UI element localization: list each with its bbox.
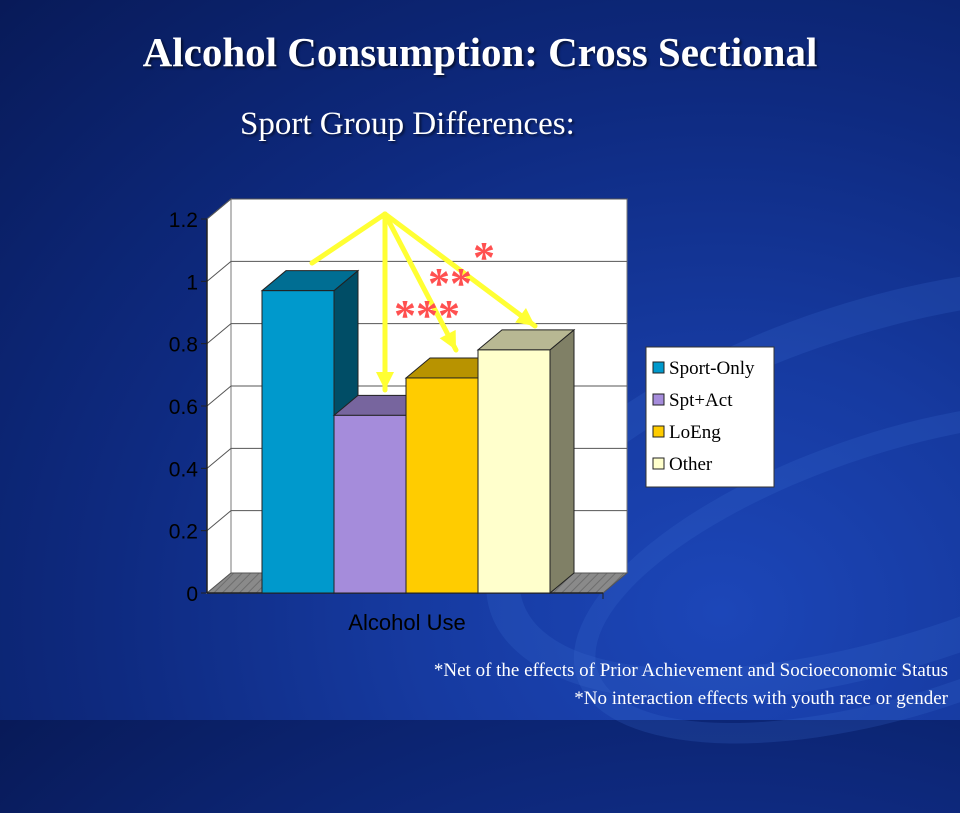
gridline bbox=[206, 198, 627, 220]
bar-front bbox=[333, 414, 407, 594]
comparison-arrows bbox=[309, 211, 538, 393]
bar-sport-only bbox=[260, 269, 360, 595]
gridline bbox=[206, 323, 627, 345]
y-tick-label: 1 bbox=[186, 271, 198, 294]
arrow-head bbox=[439, 329, 456, 350]
bar-other bbox=[476, 328, 576, 595]
arrow-head bbox=[376, 372, 394, 390]
legend-box bbox=[645, 346, 775, 488]
y-tick-label: 0 bbox=[186, 583, 198, 606]
y-tick-label: 0.2 bbox=[169, 521, 198, 544]
bar-front bbox=[477, 349, 551, 594]
bar-side bbox=[549, 328, 575, 595]
arrow-line bbox=[382, 211, 459, 353]
legend-swatch bbox=[652, 393, 665, 406]
significance-marks: ****** bbox=[394, 233, 495, 340]
chart-legend: Sport-Only Spt+Act LoEng Other bbox=[645, 346, 775, 488]
slide-subtitle: Sport Group Differences: bbox=[240, 106, 575, 142]
legend-label: LoEng bbox=[669, 422, 721, 443]
arrow-line bbox=[309, 211, 388, 266]
slide-title: Alcohol Consumption: Cross Sectional bbox=[142, 29, 818, 75]
legend-swatch bbox=[652, 361, 665, 374]
significance-mark: * bbox=[473, 233, 495, 282]
significance-mark: *** bbox=[394, 291, 460, 340]
arrow-line bbox=[382, 211, 538, 329]
x-category-label: Alcohol Use bbox=[348, 610, 465, 635]
legend-swatch bbox=[652, 457, 665, 470]
significance-mark: ** bbox=[428, 259, 472, 308]
footnote-1: *Net of the effects of Prior Achievement… bbox=[433, 660, 948, 681]
y-tick-label: 0.6 bbox=[169, 396, 198, 419]
legend-label: Sport-Only bbox=[669, 358, 755, 379]
y-tick-label: 1.2 bbox=[169, 209, 198, 232]
bar-front bbox=[261, 290, 335, 594]
arrow-head bbox=[515, 308, 535, 326]
bar-front bbox=[405, 377, 479, 594]
y-tick-label: 0.8 bbox=[169, 334, 198, 357]
footnote-2: *No interaction effects with youth race … bbox=[574, 688, 948, 709]
plot-area: 0 0.2 0.4 0.6 0.8 1 1.2 Alcohol Use bbox=[169, 197, 629, 635]
legend-label: Other bbox=[669, 454, 713, 475]
legend-swatch bbox=[652, 425, 665, 438]
y-tick-label: 0.4 bbox=[169, 458, 199, 481]
legend-label: Spt+Act bbox=[669, 390, 733, 411]
gridline bbox=[206, 260, 627, 282]
